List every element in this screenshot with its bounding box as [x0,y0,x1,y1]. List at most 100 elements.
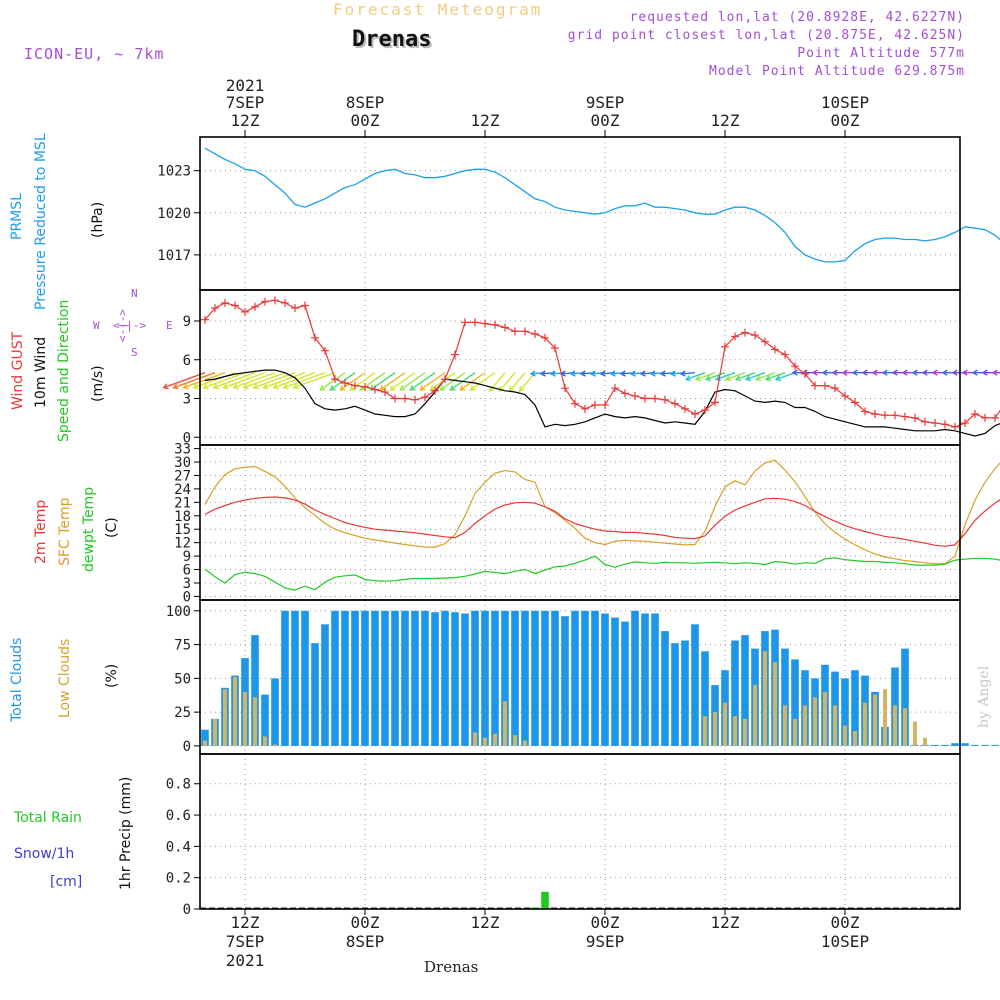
wind-gust-marker [431,386,439,395]
temp-ytick-label: 3 [183,576,191,592]
total-cloud-bar [661,631,669,746]
wind-gust-marker [831,384,839,393]
wind-arrow-head [518,385,525,393]
wind-gust-marker [791,362,799,371]
low-cloud-bar [223,689,227,746]
total-cloud-bar [961,743,969,746]
wind-arrow [273,372,316,389]
wind-arrow-head [811,369,818,376]
wind-arrow [695,372,716,381]
total-cloud-bar [841,678,849,746]
requested-coords: requested lon,lat (20.8928E, 42.6227N) [629,10,965,25]
top-date-label: 8SEP [346,93,385,112]
total-cloud-bar [301,610,309,746]
wind-arrow-head [192,383,199,390]
point-altitude: Point Altitude 577m [797,46,965,61]
wind-arrow-head [579,370,586,377]
wind-gust-marker [321,346,329,355]
wind-arrow-head [569,370,576,377]
total-cloud-bar [481,610,489,746]
total-cloud-bar [421,610,429,746]
total-cloud-bar [401,610,409,746]
pressure-ytick-label: 1017 [157,248,191,264]
rain-label: Total Rain [14,810,82,826]
low-cloud-bar [503,701,507,746]
wind-arrow-head [901,369,908,376]
pressure-ytick-label: 1023 [157,164,191,180]
low-cloud-bar [813,697,817,746]
wind-gust-line [204,299,1000,428]
low-cloud-bar [243,691,247,746]
pressure-ytick-label: 1020 [157,206,191,222]
wind-gust-marker [821,381,829,390]
low-cloud-bar [773,662,777,746]
wind-gust-marker [551,344,559,353]
low-cloud-bar [893,705,897,746]
wind-arrow-head [619,370,626,377]
wind-arrow-head [981,369,988,376]
bottom-year-label: 2021 [226,951,265,970]
low-cloud-bar [913,721,917,746]
temp-ytick-label: 6 [183,563,191,579]
wind-arrow-head [529,370,536,377]
total-cloud-bar [251,635,259,746]
wind-arrow-head [851,369,858,376]
wind-arrow-head [459,385,466,391]
wind-arrow-head [329,385,336,391]
wind-gust-marker [271,296,279,305]
temp-ytick-label: 24 [174,482,191,498]
wind-arrow [380,372,406,391]
clouds-ytick-label: 50 [174,671,191,687]
wind-gust-marker [301,301,309,310]
wind-arrow-head [262,383,269,390]
low-cloud-bar [483,737,487,746]
wind-gust-marker [251,302,259,311]
wind-gust-marker [631,391,639,400]
precip-ytick-label: 0.6 [166,808,191,824]
wind-gust-marker [921,417,929,426]
wind-gust-marker [701,406,709,415]
wind-gust-marker [241,307,249,316]
product-title: Forecast Meteogram [333,0,543,19]
wind-arrow [499,372,516,392]
wind-gust-marker [571,399,579,408]
total-cloud-bar [281,610,289,746]
wind-arrow [330,372,356,391]
total-cloud-bar [901,648,909,746]
wind-arrow-head [724,375,732,382]
total-cloud-bar [601,613,609,746]
wind-gust-marker [751,331,759,340]
bottom-hour-label: 00Z [591,913,620,932]
low-cloud-bar [823,691,827,746]
total-cloud-bar [331,610,339,746]
wind-arrow-head [549,370,556,377]
wind-arrow-head [319,385,326,391]
wind-gust-marker [481,319,489,328]
wind-arrow [163,372,206,389]
wind-arrow [460,372,486,391]
wind-arrow [390,372,416,391]
wind-gust-marker [621,389,629,398]
model-point-altitude: Model Point Altitude 629.875m [709,64,965,79]
compass-n: N [131,287,138,300]
wind-arrow-head [931,369,938,376]
total-cloud-bar [431,612,439,746]
low-cloud-bar [753,685,757,746]
wind-arrow-head [971,369,978,376]
wind-gust-marker [861,407,869,416]
total-cloud-bar [981,744,989,746]
low-cloud-bar [713,712,717,746]
compass-w: W [93,319,100,332]
wind-ytick-label: 0 [183,430,191,446]
wind-gust-marker [681,404,689,413]
total-cloud-bar [501,610,509,746]
wind-arrow-head [409,385,416,391]
total-cloud-bar [551,610,559,746]
total-cloud-bar [341,610,349,746]
low-cloud-bar [863,702,867,746]
wind-gust-marker [601,400,609,409]
wind-arrow-head [734,375,742,382]
wind-arrow-head [831,369,838,376]
wind-gust-marker [391,394,399,403]
wind-arrow [400,372,426,391]
